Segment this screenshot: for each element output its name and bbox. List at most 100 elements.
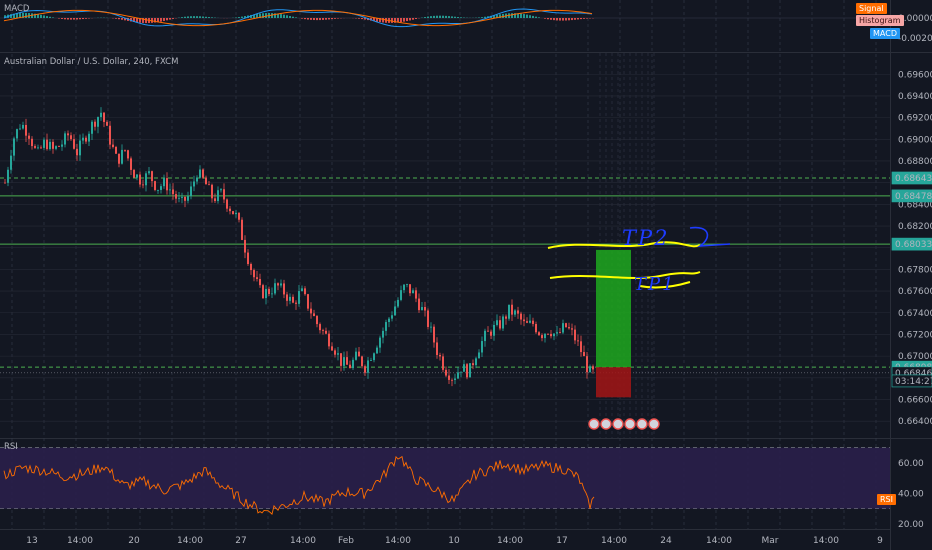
macd-histogram-bar bbox=[550, 18, 552, 20]
candle-body bbox=[295, 302, 297, 304]
macd-histogram-bar bbox=[25, 12, 27, 18]
macd-histogram-bar bbox=[391, 18, 393, 23]
candle-body bbox=[271, 293, 273, 295]
macd-pane-label[interactable]: MACD bbox=[4, 4, 30, 14]
candle-body bbox=[535, 323, 537, 333]
legend-signal[interactable]: Signal bbox=[856, 3, 887, 14]
candle-body bbox=[211, 184, 213, 199]
price-tick-label: 0.66600 bbox=[898, 395, 932, 405]
candle-body bbox=[157, 189, 159, 191]
candle-body bbox=[25, 124, 27, 136]
candle-body bbox=[259, 278, 261, 286]
candle-body bbox=[313, 313, 315, 317]
candle-body bbox=[244, 239, 246, 253]
macd-histogram-bar bbox=[241, 16, 243, 18]
candle-body bbox=[490, 331, 492, 336]
time-tick-label: Feb bbox=[338, 536, 354, 546]
event-marker-icon bbox=[600, 418, 612, 430]
macd-histogram-bar bbox=[409, 18, 411, 21]
candle-body bbox=[508, 304, 510, 319]
candle-body bbox=[118, 153, 120, 164]
macd-histogram-bar bbox=[235, 17, 237, 18]
macd-histogram-bar bbox=[277, 13, 279, 18]
candle-body bbox=[427, 310, 429, 327]
event-marker-icon bbox=[588, 418, 600, 430]
macd-histogram-bar bbox=[499, 14, 501, 18]
macd-histogram-bar bbox=[382, 18, 384, 23]
candle-body bbox=[193, 181, 195, 187]
rsi-tick-label: 20.00 bbox=[898, 520, 924, 530]
candle-body bbox=[322, 330, 324, 331]
rsi-tick-label: 40.00 bbox=[898, 489, 924, 499]
candle-body bbox=[112, 144, 114, 147]
candle-body bbox=[346, 357, 348, 365]
candle-body bbox=[151, 171, 153, 182]
macd-histogram-bar bbox=[448, 16, 450, 18]
price-tick-label: 0.68800 bbox=[898, 157, 932, 167]
rsi-pane-label[interactable]: RSI bbox=[4, 442, 18, 452]
candle-body bbox=[274, 283, 276, 294]
candle-body bbox=[280, 283, 282, 286]
candle-body bbox=[28, 135, 30, 139]
profit-zone bbox=[596, 249, 631, 368]
candle-body bbox=[229, 208, 231, 212]
candle-body bbox=[166, 178, 168, 191]
macd-histogram-bar bbox=[136, 18, 138, 23]
macd-histogram-bar bbox=[13, 13, 15, 18]
price-tick-label: 0.67200 bbox=[898, 330, 932, 340]
tp2-yellow-stroke bbox=[547, 241, 701, 249]
position-tool[interactable] bbox=[596, 249, 631, 398]
tp1-yellow-tail bbox=[639, 281, 691, 289]
macd-histogram-bar bbox=[376, 18, 378, 22]
candle-body bbox=[445, 369, 447, 376]
candle-body bbox=[58, 146, 60, 147]
candle-body bbox=[283, 283, 285, 295]
price-badge-label: 0.66846 bbox=[895, 369, 932, 379]
candle-body bbox=[172, 189, 174, 195]
macd-histogram-bar bbox=[115, 18, 117, 19]
candle-body bbox=[142, 184, 144, 186]
macd-histogram-bar bbox=[322, 18, 324, 20]
macd-histogram-bar bbox=[286, 15, 288, 18]
time-axis[interactable]: 13 14:00 20 14:00 27 14:00 Feb 14:00 10 14:00 17 14… bbox=[26, 536, 883, 546]
candle-body bbox=[538, 332, 540, 336]
time-tick-label: 14:00 bbox=[385, 536, 411, 546]
candle-body bbox=[529, 320, 531, 323]
macd-histogram-bar bbox=[154, 18, 156, 23]
price-tick-label: 0.68200 bbox=[898, 222, 932, 232]
candle-body bbox=[187, 196, 189, 201]
price-badge-label: 0.68033 bbox=[895, 240, 932, 250]
macd-histogram-bar bbox=[436, 15, 438, 18]
price-axis[interactable]: 0.69600 0.69400 0.69200 0.69000 0.68800 0.684… bbox=[891, 14, 932, 530]
macd-histogram-bar bbox=[211, 17, 213, 18]
candle-body bbox=[7, 169, 9, 183]
handwritten-drawings[interactable]: TP2 TP1 bbox=[547, 226, 731, 295]
macd-histogram-bar bbox=[58, 18, 60, 19]
symbol-title[interactable]: Australian Dollar / U.S. Dollar, 240, FX… bbox=[4, 57, 179, 67]
candle-body bbox=[184, 196, 186, 201]
legend-macd[interactable]: MACD bbox=[870, 28, 900, 39]
candle-body bbox=[466, 364, 468, 378]
legend-histogram[interactable]: Histogram bbox=[856, 15, 904, 26]
macd-histogram-bar bbox=[244, 16, 246, 18]
macd-histogram-bar bbox=[196, 16, 198, 18]
macd-histogram-bar bbox=[538, 17, 540, 18]
macd-histogram-bar bbox=[259, 13, 261, 18]
macd-histogram-bar bbox=[556, 18, 558, 21]
candle-body bbox=[319, 324, 321, 331]
candle-body bbox=[361, 356, 363, 367]
event-markers[interactable] bbox=[588, 418, 660, 430]
rsi-value-badge: RSI bbox=[877, 494, 896, 505]
candle-body bbox=[517, 310, 519, 314]
candle-body bbox=[310, 308, 312, 314]
candle-body bbox=[265, 288, 267, 299]
price-tick-label: 0.69000 bbox=[898, 135, 932, 145]
macd-histogram-bar bbox=[40, 14, 42, 18]
candle-body bbox=[232, 211, 234, 215]
candle-body bbox=[589, 366, 591, 373]
macd-histogram-bar bbox=[580, 18, 582, 20]
candle-body bbox=[391, 315, 393, 319]
macd-histogram-bar bbox=[37, 14, 39, 18]
macd-histogram-bar bbox=[526, 14, 528, 18]
